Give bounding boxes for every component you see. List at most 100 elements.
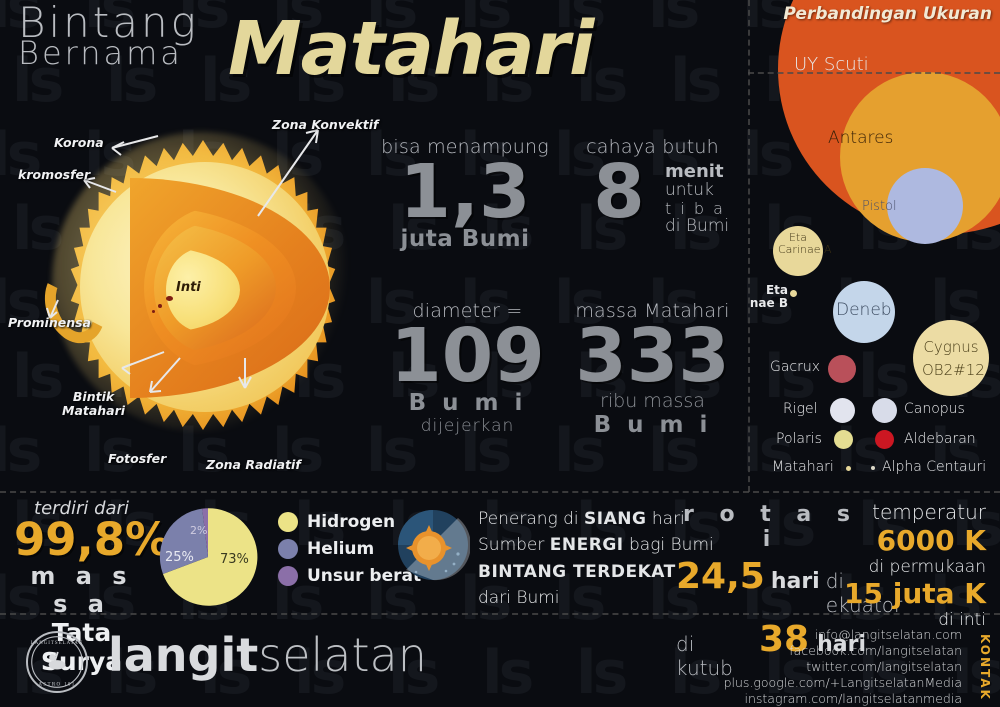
star-label-polaris: Polaris [776, 431, 822, 447]
watermark-glyph: ls [366, 416, 418, 486]
stat-light-time-caption: cahaya butuh [586, 136, 719, 158]
stat-capacity-value: 1,3 [399, 149, 531, 235]
role-1c: hari [646, 509, 685, 529]
stat-light-time-unit: menit [665, 161, 724, 182]
pie-value-helium: 25% [165, 550, 194, 565]
watermark-glyph: ls [0, 268, 42, 338]
composition-massa-word: m a s s a [30, 561, 133, 618]
label-zona-konvektif: Zona Konvektif [272, 117, 379, 132]
pie-slice-helium [159, 508, 208, 574]
composition-caption: terdiri dari [34, 498, 129, 519]
star-label-gacrux: Gacrux [770, 359, 821, 375]
divider-footer [0, 613, 1000, 615]
label-bintik-matahari-line2: Matahari [62, 403, 126, 419]
watermark-glyph: ls [836, 564, 888, 634]
bottom-facts-band: terdiri dari 99,8% m a s s a Tata Surya … [0, 492, 1000, 680]
brand-selatan: selatan [258, 628, 427, 682]
temperature-block: temperatur 6000 K di permukaan 15 juta K… [844, 500, 986, 630]
watermark-glyph: ls [460, 0, 512, 42]
watermark-glyph: ls [0, 416, 42, 486]
legend-label-unsur-berat: Unsur berat [307, 566, 422, 586]
star-label-eta-carinae-a-line2: Carinae A [778, 242, 832, 256]
watermark-glyph: ls [576, 342, 628, 412]
watermark-glyph: ls [366, 0, 418, 42]
role-2a: Sumber [478, 535, 550, 556]
watermark-glyph: ls [858, 342, 910, 412]
watermark-glyph: ls [482, 490, 534, 560]
legend-item-hidrogen: Hidrogen [278, 512, 421, 532]
watermark-glyph: ls [272, 0, 324, 42]
sunspot [166, 296, 173, 301]
legend-item-unsur-berat: Unsur berat [278, 566, 421, 586]
pie-slice-unsur-berat [202, 508, 208, 557]
star-label-deneb: Deneb [836, 300, 892, 320]
contact-google[interactable]: plus.google.com/+LangitselatanMedia [723, 675, 962, 690]
watermark-glyph: ls [670, 638, 722, 707]
stat-capacity-caption: bisa menampung [381, 136, 549, 158]
watermark-glyph: ls [648, 120, 700, 190]
stat-capacity: bisa menampung 1,3 juta Bumi [380, 136, 550, 252]
star-label-eta-carinae-b-line2: Carinae B [750, 295, 788, 310]
stat-light-time-line1: untuk [665, 180, 714, 201]
label-prominensa: Prominensa [8, 315, 91, 330]
star-matahari [846, 466, 851, 471]
rotation-equator-where: di ekuator [825, 569, 903, 617]
seal-top-text: LANGITSELATAN [31, 641, 84, 646]
watermark-glyph: ls [460, 268, 512, 338]
day-night-globe-icon [396, 508, 471, 582]
composition-pie-chart: 73% 25% 2% [152, 504, 264, 610]
watermark-glyph: ls [554, 120, 606, 190]
watermark-glyph: ls [84, 0, 136, 42]
size-comparison-panel: UY Scuti Antares Pistol Eta Carinae A Et… [750, 0, 1000, 491]
watermark-glyph: ls [670, 342, 722, 412]
contact-twitter[interactable]: twitter.com/langitselatan [806, 659, 962, 674]
contact-facebook[interactable]: facebook.com/langitselatan [789, 643, 962, 658]
watermark-glyph: ls [482, 46, 534, 116]
temperature-surface-note: di permukaan [868, 557, 986, 577]
watermark-glyph: ls [554, 268, 606, 338]
watermark-glyph: ls [106, 490, 158, 560]
star-label-rigel: Rigel [783, 401, 818, 417]
star-label-eta-carinae-a-line1: Eta [788, 231, 807, 244]
label-korona: Korona [54, 135, 104, 150]
title-line-2: Bernama [18, 33, 183, 72]
seal-bottom-text: ASTRO 101 [38, 681, 75, 687]
star-deneb [833, 281, 895, 343]
brand-wordmark[interactable]: langitselatan [108, 632, 427, 678]
temperature-caption: temperatur [872, 500, 986, 524]
star-label-cygnus-line1: Cygnus [923, 338, 979, 356]
legend-dot-hidrogen [278, 512, 298, 532]
rotation-equator-row: 24,5 hari di ekuator [676, 556, 902, 617]
rotation-pole-unit: hari [817, 632, 866, 657]
star-canopus [872, 398, 897, 423]
watermark-glyph: ls [742, 120, 794, 190]
star-label-aldebaran: Aldebaran [904, 431, 976, 447]
role-line-4: dari Bumi [478, 585, 714, 611]
watermark-glyph: ls [764, 342, 816, 412]
stat-mass-value: 333 [575, 313, 730, 399]
rotation-block: r o t a s i 24,5 hari di ekuator di kutu… [676, 502, 902, 680]
watermark-glyph: ls [764, 490, 816, 560]
contact-instagram[interactable]: instagram.com/langitselatanmedia [744, 691, 962, 706]
label-fotosfer: Fotosfer [108, 451, 167, 466]
sunspot [158, 304, 162, 308]
label-kromosfer: kromosfer [18, 167, 91, 182]
key-statistics: bisa menampung 1,3 juta Bumi cahaya butu… [380, 130, 740, 480]
contact-email[interactable]: info@langitselatan.com [814, 627, 962, 642]
pie-svg [159, 508, 258, 606]
star-rigel [830, 398, 855, 423]
legend-dot-helium [278, 539, 298, 559]
role-line-2: Sumber ENERGI bagi Bumi [478, 532, 714, 558]
watermark-glyph: ls [388, 638, 440, 707]
watermark-glyph: ls [460, 416, 512, 486]
legend-label-hidrogen: Hidrogen [307, 512, 396, 532]
role-line-1: Penerang di SIANG hari [478, 506, 714, 532]
temperature-surface: 6000 K [876, 524, 986, 557]
watermark-glyph: ls [648, 564, 700, 634]
stat-capacity-sub: juta Bumi [400, 226, 530, 253]
star-label-antares: Antares [828, 128, 894, 148]
watermark-glyph: ls [366, 120, 418, 190]
rotation-pole-where: di kutub [676, 632, 733, 680]
stat-diameter-sub: B u m i [408, 390, 527, 417]
star-alpha-centauri [871, 466, 875, 470]
